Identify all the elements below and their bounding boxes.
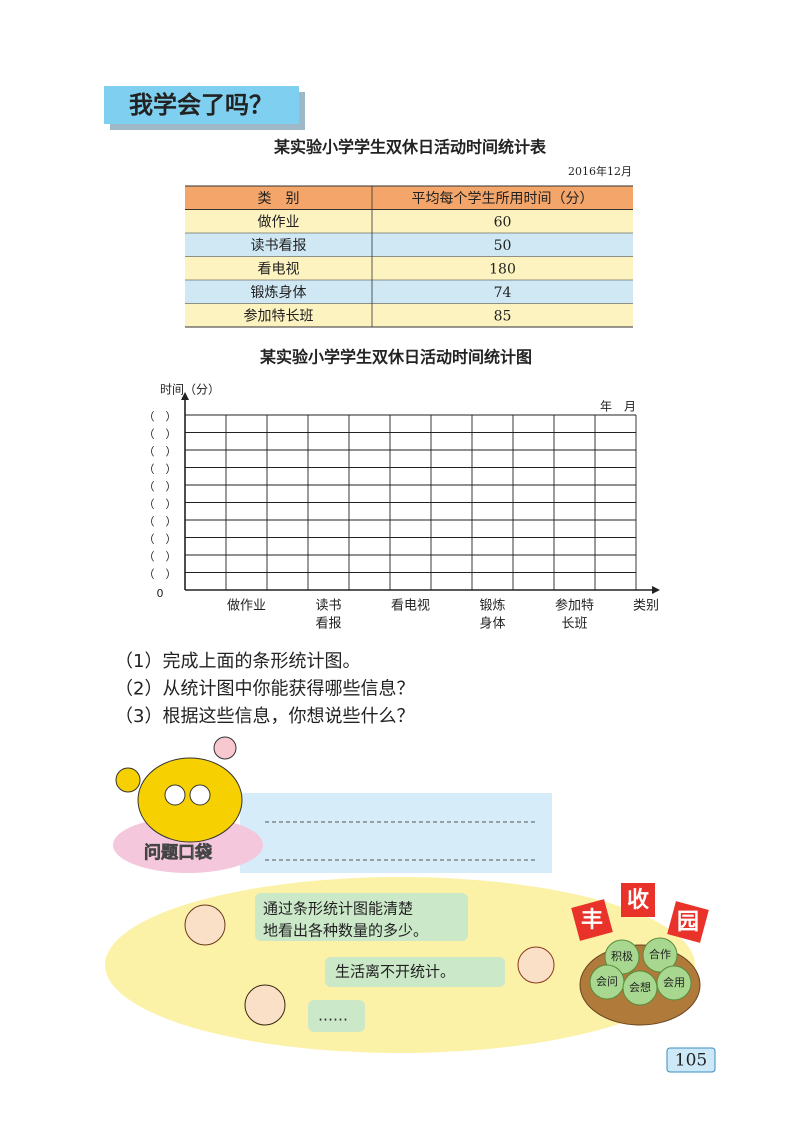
- girl-face: [184, 904, 226, 946]
- y-tick-label: （ ）: [144, 463, 177, 476]
- hand: [115, 767, 141, 793]
- table-row: [185, 233, 633, 257]
- apple: [642, 937, 678, 973]
- eye: [189, 784, 211, 806]
- bubble-text: 地看出各种数量的多少。: [263, 922, 428, 940]
- table-row: [185, 303, 633, 327]
- table-cell: 50: [494, 238, 512, 254]
- apple-label: 会想: [629, 980, 651, 994]
- x-category-label: 锻炼: [479, 599, 505, 614]
- y-axis-label: 时间（分）: [160, 383, 220, 397]
- harvest-title: 丰: [581, 908, 603, 933]
- table-cell: 做作业: [258, 214, 300, 230]
- apple: [622, 970, 658, 1006]
- table-header-cell: 类 别: [258, 191, 300, 207]
- chart-title: 某实验小学学生双休日活动时间统计图: [259, 348, 532, 367]
- table-date: 2016年12月: [568, 164, 632, 178]
- axis-arrow: [652, 586, 660, 594]
- girl-face: [517, 946, 555, 984]
- question: （3）根据这些信息，你想说些什么？: [115, 706, 414, 727]
- date-blank: 年 月: [600, 400, 636, 414]
- hand: [213, 736, 237, 760]
- answer-box: [240, 793, 552, 873]
- origin-label: 0: [157, 587, 164, 600]
- table-header-cell: 平均每个学生所用时间（分）: [412, 191, 594, 207]
- boy-face: [244, 984, 286, 1026]
- question: （1）完成上面的条形统计图。: [115, 651, 360, 672]
- x-category-label: 看报: [315, 616, 341, 632]
- pocket-label: 问题口袋: [144, 842, 213, 863]
- harvest-tag: [667, 901, 709, 943]
- table: 类 别 平均每个学生所用时间（分） 做作业 60 读书看报 50 看电视 180 锻炼身体 74 参…: [185, 185, 633, 328]
- question: （2）从统计图中你能获得哪些信息？: [115, 679, 414, 700]
- table-cell: 看电视: [258, 261, 300, 277]
- table-row: [185, 280, 633, 304]
- x-category-label: 长班: [561, 617, 587, 632]
- x-category-label: 做作业: [227, 599, 266, 614]
- table-title: 某实验小学学生双休日活动时间统计表: [273, 138, 547, 157]
- chart-grid: （ ） （ ） （ ） （ ） （ ） （ ） （ ） （ ） （ ） （ ） 0 做作业 读书看报 看电…: [144, 392, 660, 632]
- apple: [656, 965, 692, 1001]
- speech-bubble: [325, 957, 505, 987]
- eye: [164, 784, 186, 806]
- speech-bubble: [255, 893, 468, 941]
- speech-bubble: [308, 1000, 365, 1032]
- axis-arrow: [181, 392, 189, 400]
- harvest-tag: [621, 883, 655, 917]
- page-number-box: [666, 1047, 716, 1073]
- table-cell: 锻炼身体: [251, 285, 307, 301]
- apple-label: 积极: [611, 949, 633, 963]
- y-tick-label: （ ）: [144, 410, 177, 423]
- y-tick-label: （ ）: [144, 550, 177, 563]
- x-category-label: 读书: [315, 599, 341, 614]
- x-axis-label: 类别: [633, 599, 659, 614]
- table-cell: 60: [494, 214, 512, 230]
- table-cell: 85: [494, 308, 512, 324]
- page-number: 105: [675, 1051, 707, 1071]
- y-tick-label: （ ）: [144, 568, 177, 581]
- apple-label: 会用: [663, 976, 685, 989]
- table-cell: 读书看报: [251, 237, 307, 254]
- harvest-title: 园: [677, 910, 699, 935]
- x-category-label: 身体: [479, 616, 505, 632]
- harvest-title: 收: [627, 887, 649, 913]
- table-cell: 180: [489, 261, 516, 277]
- banner: [104, 86, 299, 124]
- y-tick-label: （ ）: [144, 498, 177, 511]
- y-tick-label: （ ）: [144, 445, 177, 458]
- table-row: [185, 256, 633, 280]
- x-category-label: 参加特: [555, 598, 594, 614]
- bubble-text: ……: [318, 1007, 348, 1025]
- table-header-row: [185, 186, 633, 210]
- apple-label: 合作: [649, 947, 671, 961]
- harvest-tag: [571, 899, 613, 941]
- y-tick-label: （ ）: [144, 428, 177, 441]
- table-row: [185, 209, 633, 233]
- bubble-text: 生活离不开统计。: [335, 963, 455, 981]
- questions: （1）完成上面的条形统计图。 （2）从统计图中你能获得哪些信息？ （3）根据这些信息…: [115, 651, 414, 727]
- table-cell: 参加特长班: [244, 307, 314, 324]
- y-tick-label: （ ）: [144, 533, 177, 546]
- bubble-text: 通过条形统计图能清楚: [263, 900, 413, 918]
- banner-title: 我学会了吗？: [129, 91, 273, 119]
- y-tick-label: （ ）: [144, 480, 177, 493]
- table-cell: 74: [494, 285, 512, 301]
- y-tick-label: （ ）: [144, 515, 177, 528]
- x-category-label: 看电视: [391, 598, 430, 614]
- apple-label: 会问: [596, 975, 618, 988]
- pocket-body: [137, 757, 243, 843]
